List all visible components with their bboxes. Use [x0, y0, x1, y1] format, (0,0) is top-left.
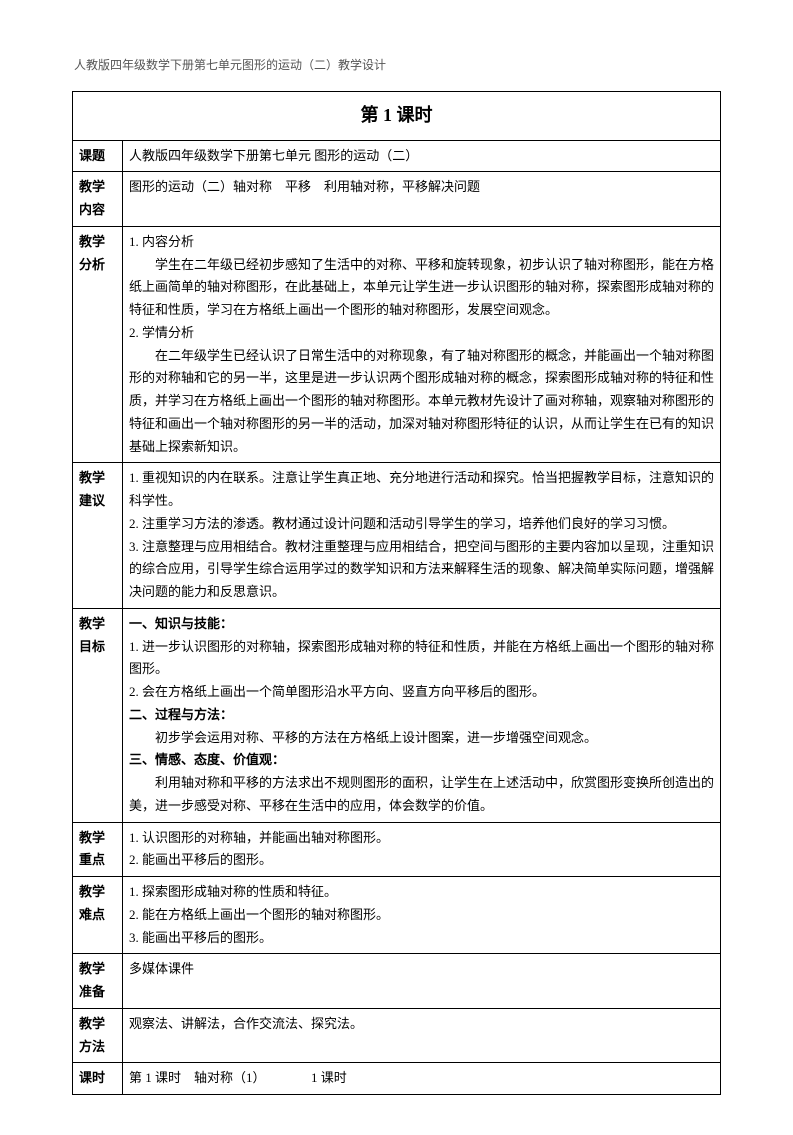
label-method: 教学方法 [73, 1008, 123, 1063]
goal-4: 利用轴对称和平移的方法求出不规则图形的面积，让学生在上述活动中，欣赏图形变换所创… [129, 772, 714, 818]
value-method: 观察法、讲解法，合作交流法、探究法。 [123, 1008, 721, 1063]
analysis-p1: 学生在二年级已经初步感知了生活中的对称、平移和旋转现象，初步认识了轴对称图形，能… [129, 254, 714, 322]
value-prepare: 多媒体课件 [123, 954, 721, 1009]
value-suggest: 1. 重视知识的内在联系。注意让学生真正地、充分地进行活动和探究。恰当把握教学目… [123, 463, 721, 609]
goal-h1: 一、知识与技能： [129, 613, 714, 636]
document-header: 人教版四年级数学下册第七单元图形的运动（二）教学设计 [74, 56, 721, 73]
value-topic: 人教版四年级数学下册第七单元 图形的运动（二） [123, 140, 721, 172]
value-keypoint: 1. 认识图形的对称轴，并能画出轴对称图形。 2. 能画出平移后的图形。 [123, 822, 721, 877]
difficult-1: 1. 探索图形成轴对称的性质和特征。 [129, 881, 714, 904]
lesson-title: 第 1 课时 [73, 92, 721, 141]
label-difficult: 教学难点 [73, 877, 123, 954]
row-topic: 课题 人教版四年级数学下册第七单元 图形的运动（二） [73, 140, 721, 172]
value-analysis: 1. 内容分析 学生在二年级已经初步感知了生活中的对称、平移和旋转现象，初步认识… [123, 226, 721, 463]
value-difficult: 1. 探索图形成轴对称的性质和特征。 2. 能在方格纸上画出一个图形的轴对称图形… [123, 877, 721, 954]
difficult-2: 2. 能在方格纸上画出一个图形的轴对称图形。 [129, 904, 714, 927]
label-goal: 教学目标 [73, 608, 123, 822]
value-period: 第 1 课时 轴对称（1） 1 课时 [123, 1063, 721, 1095]
analysis-h2: 2. 学情分析 [129, 322, 714, 345]
label-keypoint: 教学重点 [73, 822, 123, 877]
row-suggest: 教学建议 1. 重视知识的内在联系。注意让学生真正地、充分地进行活动和探究。恰当… [73, 463, 721, 609]
analysis-p2: 在二年级学生已经认识了日常生活中的对称现象，有了轴对称图形的概念，并能画出一个轴… [129, 345, 714, 459]
label-analysis: 教学分析 [73, 226, 123, 463]
label-period: 课时 [73, 1063, 123, 1095]
label-topic: 课题 [73, 140, 123, 172]
row-content: 教学内容 图形的运动（二）轴对称 平移 利用轴对称，平移解决问题 [73, 172, 721, 227]
goal-h3: 三、情感、态度、价值观： [129, 749, 714, 772]
row-prepare: 教学准备 多媒体课件 [73, 954, 721, 1009]
row-period: 课时 第 1 课时 轴对称（1） 1 课时 [73, 1063, 721, 1095]
row-goal: 教学目标 一、知识与技能： 1. 进一步认识图形的对称轴，探索图形成轴对称的特征… [73, 608, 721, 822]
difficult-3: 3. 能画出平移后的图形。 [129, 927, 714, 950]
page: 人教版四年级数学下册第七单元图形的运动（二）教学设计 第 1 课时 课题 人教版… [0, 0, 793, 1135]
label-suggest: 教学建议 [73, 463, 123, 609]
row-analysis: 教学分析 1. 内容分析 学生在二年级已经初步感知了生活中的对称、平移和旋转现象… [73, 226, 721, 463]
lesson-plan-table: 第 1 课时 课题 人教版四年级数学下册第七单元 图形的运动（二） 教学内容 图… [72, 91, 721, 1095]
label-content: 教学内容 [73, 172, 123, 227]
suggest-2: 2. 注重学习方法的渗透。教材通过设计问题和活动引导学生的学习，培养他们良好的学… [129, 513, 714, 536]
goal-1: 1. 进一步认识图形的对称轴，探索图形成轴对称的特征和性质，并能在方格纸上画出一… [129, 636, 714, 682]
row-difficult: 教学难点 1. 探索图形成轴对称的性质和特征。 2. 能在方格纸上画出一个图形的… [73, 877, 721, 954]
label-prepare: 教学准备 [73, 954, 123, 1009]
keypoint-1: 1. 认识图形的对称轴，并能画出轴对称图形。 [129, 827, 714, 850]
row-keypoint: 教学重点 1. 认识图形的对称轴，并能画出轴对称图形。 2. 能画出平移后的图形… [73, 822, 721, 877]
analysis-h1: 1. 内容分析 [129, 231, 714, 254]
goal-h2: 二、过程与方法： [129, 704, 714, 727]
value-goal: 一、知识与技能： 1. 进一步认识图形的对称轴，探索图形成轴对称的特征和性质，并… [123, 608, 721, 822]
row-method: 教学方法 观察法、讲解法，合作交流法、探究法。 [73, 1008, 721, 1063]
title-row: 第 1 课时 [73, 92, 721, 141]
keypoint-2: 2. 能画出平移后的图形。 [129, 849, 714, 872]
goal-2: 2. 会在方格纸上画出一个简单图形沿水平方向、竖直方向平移后的图形。 [129, 681, 714, 704]
goal-3: 初步学会运用对称、平移的方法在方格纸上设计图案，进一步增强空间观念。 [129, 727, 714, 750]
suggest-3: 3. 注意整理与应用相结合。教材注重整理与应用相结合，把空间与图形的主要内容加以… [129, 536, 714, 604]
suggest-1: 1. 重视知识的内在联系。注意让学生真正地、充分地进行活动和探究。恰当把握教学目… [129, 467, 714, 513]
value-content: 图形的运动（二）轴对称 平移 利用轴对称，平移解决问题 [123, 172, 721, 227]
